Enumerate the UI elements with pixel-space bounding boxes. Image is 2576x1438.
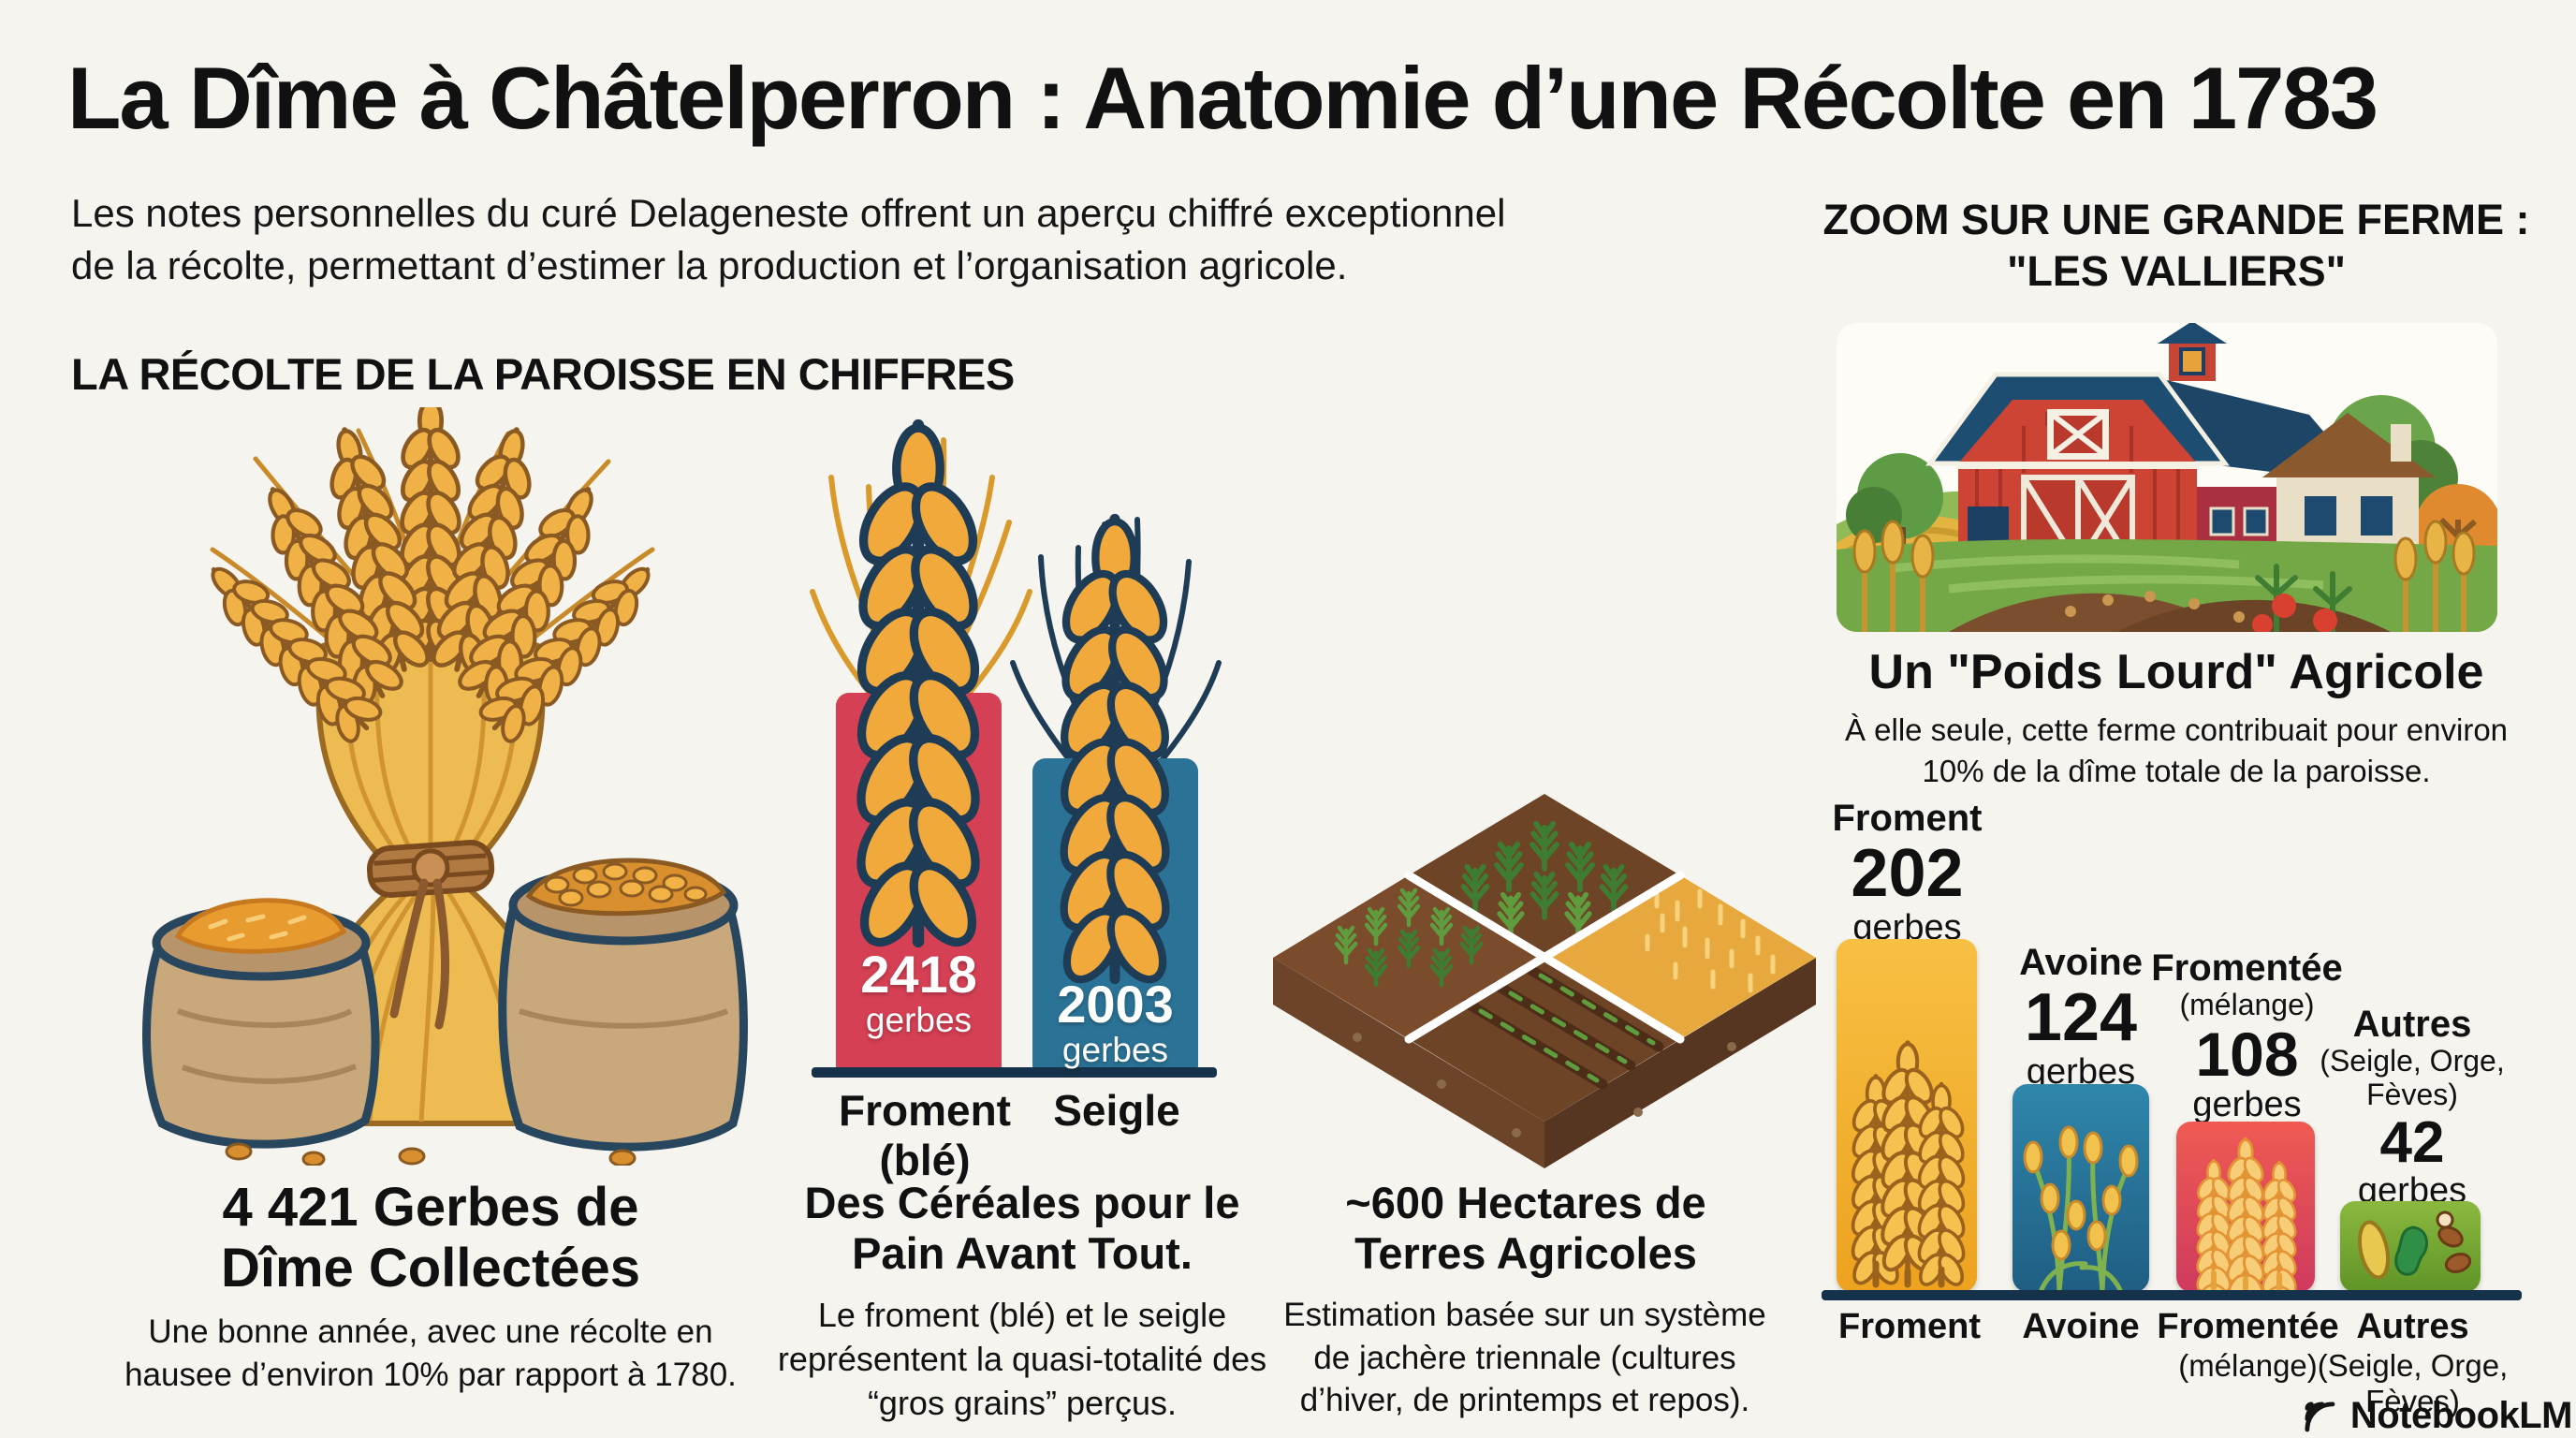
froment-ferme-stat: Froment 202 gerbes xyxy=(1802,798,2012,946)
autres-bar xyxy=(2340,1201,2481,1292)
fromentee-label: Fromentée xyxy=(2151,947,2343,989)
froment-bar-value: 2418 gerbes xyxy=(836,945,1002,1039)
dime-caption-line1: Une bonne année, avec une récolte en xyxy=(148,1313,713,1350)
axis-label-fromentee: Fromentée (mélange) xyxy=(2157,1307,2339,1384)
fromentee-sublabel: (mélange) xyxy=(2179,988,2315,1021)
axis-froment-text: Froment xyxy=(1838,1307,1981,1346)
wheat-ear-icon xyxy=(1837,1039,1977,1292)
land-headline: ~600 Hectares de Terres Agricoles xyxy=(1273,1178,1778,1279)
cereals-title-line1: Des Céréales pour le xyxy=(804,1178,1240,1227)
brand-name: NotebookLM xyxy=(2349,1395,2573,1436)
cereals-chart-title: Des Céréales pour le Pain Avant Tout. xyxy=(760,1178,1284,1279)
axis-label-avoine: Avoine xyxy=(1997,1307,2165,1348)
section-heading-ferme: ZOOM SUR UNE GRANDE FERME : "LES VALLIER… xyxy=(1821,195,2532,298)
froment-ferme-bar xyxy=(1837,939,1977,1292)
dime-total-line2: Dîme Collectées xyxy=(220,1237,641,1299)
autres-stat: Autres (Seigle, Orge, Fèves) 42 gerbes xyxy=(2305,1004,2520,1211)
dime-total-line1: 4 421 Gerbes de xyxy=(222,1177,639,1238)
froment-axis-label: Froment (blé) xyxy=(817,1086,1032,1185)
ferme-heading-line2: "LES VALLIERS" xyxy=(2007,246,2346,295)
ferme-caption-line1: À elle seule, cette ferme contribuait po… xyxy=(1844,712,2509,747)
page-title: La Dîme à Châtelperron : Anatomie d’une … xyxy=(67,49,2378,147)
froment-ferme-value: 202 xyxy=(1851,836,1964,911)
fromentee-stat: Fromentée (mélange) 108 gerbes xyxy=(2142,947,2352,1124)
axis-autres-text: Autres xyxy=(2356,1307,2469,1346)
land-headline-line2: Terres Agricoles xyxy=(1354,1228,1697,1279)
dime-total-headline: 4 421 Gerbes de Dîme Collectées xyxy=(103,1177,758,1299)
cereals-title-line2: Pain Avant Tout. xyxy=(852,1228,1193,1279)
dime-total-caption: Une bonne année, avec une récolte en hau… xyxy=(103,1311,758,1396)
seigle-unit: gerbes xyxy=(1061,1030,1169,1069)
seigle-bar-value: 2003 gerbes xyxy=(1032,975,1198,1069)
notebooklm-logo-icon xyxy=(2305,1401,2335,1431)
froment-ferme-label: Froment xyxy=(1832,798,1983,839)
scattered-grains-icon xyxy=(225,1142,637,1166)
froment-label2: (blé) xyxy=(879,1135,971,1184)
fromentee-bar xyxy=(2176,1122,2315,1292)
autres-sublabel: (Seigle, Orge, Fèves) xyxy=(2320,1044,2505,1111)
froment-unit: gerbes xyxy=(865,1000,973,1039)
ferme-chart-baseline xyxy=(1822,1290,2522,1300)
froment-label: Froment xyxy=(839,1086,1011,1135)
intro-text: Les notes personnelles du curé Delagenes… xyxy=(71,187,1709,292)
seigle-value: 2003 xyxy=(1057,975,1174,1034)
seigle-axis-label: Seigle xyxy=(1037,1086,1196,1136)
field-illustration xyxy=(1273,794,1816,1168)
ferme-subheading: Un "Poids Lourd" Agricole xyxy=(1868,645,2484,699)
brand-watermark: NotebookLM xyxy=(2153,1395,2573,1437)
froment-value: 2418 xyxy=(860,945,977,1004)
intro-line-1: Les notes personnelles du curé Delagenes… xyxy=(71,191,1506,235)
cereals-bar-chart xyxy=(810,412,1222,1078)
axis-label-froment: Froment xyxy=(1821,1307,1998,1348)
land-caption: Estimation basée sur un système de jachè… xyxy=(1283,1297,1766,1418)
chart-baseline xyxy=(812,1067,1217,1078)
cereals-chart-caption: Le froment (blé) et le seigle représente… xyxy=(777,1296,1267,1422)
autres-label: Autres xyxy=(2352,1004,2472,1045)
avoine-value: 124 xyxy=(2024,980,2138,1055)
axis-avoine-text: Avoine xyxy=(2022,1307,2140,1346)
fromentee-unit: gerbes xyxy=(2192,1085,2302,1125)
section-heading-paroisse: LA RÉCOLTE DE LA PAROISSE EN CHIFFRES xyxy=(71,349,1015,399)
dime-caption-line2: hausee d’environ 10% par rapport à 1780. xyxy=(124,1356,737,1393)
avoine-unit: gerbes xyxy=(2026,1051,2136,1092)
wheat-ear-icon xyxy=(2192,1137,2301,1292)
fromentee-value: 108 xyxy=(2195,1019,2299,1089)
rye-ear-icon xyxy=(1052,519,1177,988)
ferme-caption-line2: 10% de la dîme totale de la paroisse. xyxy=(1922,753,2431,788)
ferme-caption: À elle seule, cette ferme contribuait po… xyxy=(1811,710,2541,791)
seigle-label: Seigle xyxy=(1053,1086,1180,1135)
intro-line-2: de la récolte, permettant d’estimer la p… xyxy=(71,242,1348,287)
ferme-heading-line1: ZOOM SUR UNE GRANDE FERME : xyxy=(1822,196,2530,243)
autres-value: 42 xyxy=(2379,1109,2445,1175)
oats-icon xyxy=(2023,1125,2139,1292)
avoine-stat: Avoine 124 gerbes xyxy=(1978,942,2184,1091)
wheat-sheaf-illustration xyxy=(142,407,748,1166)
avoine-bar xyxy=(2012,1084,2149,1292)
seeds-icon xyxy=(2357,1211,2472,1280)
farm-illustration xyxy=(1837,323,2497,632)
axis-fromentee-text: Fromentée xyxy=(2157,1307,2339,1346)
axis-fromentee-subtext: (mélange) xyxy=(2178,1347,2318,1383)
land-headline-line1: ~600 Hectares de xyxy=(1345,1178,1706,1227)
avoine-label: Avoine xyxy=(2019,942,2143,983)
axis-autres-subtext: (Seigle, Orge, Fèves) xyxy=(2317,1347,2509,1418)
axis-label-autres: Autres (Seigle, Orge, Fèves) xyxy=(2312,1307,2513,1419)
